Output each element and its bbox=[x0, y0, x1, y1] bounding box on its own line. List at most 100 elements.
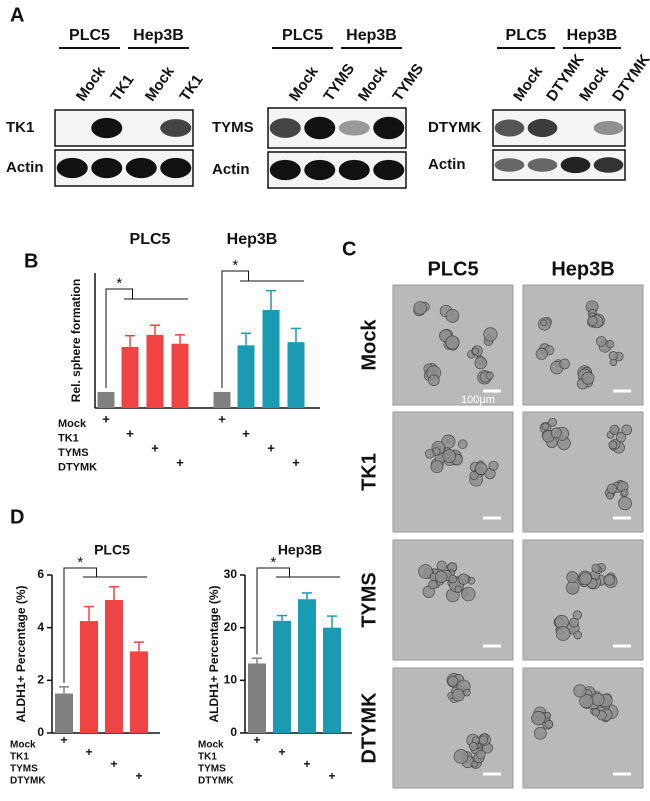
blot-row-label: DTYMK bbox=[428, 119, 481, 136]
condition-marker: + bbox=[151, 440, 159, 455]
blot-band bbox=[593, 120, 624, 136]
cell bbox=[453, 749, 469, 764]
micrograph bbox=[522, 539, 644, 661]
cell bbox=[468, 741, 478, 751]
cell bbox=[471, 347, 479, 355]
row-label: Mock bbox=[358, 319, 380, 371]
bar bbox=[237, 345, 255, 408]
bar bbox=[55, 693, 73, 733]
blot-band bbox=[373, 159, 405, 181]
panel-label: B bbox=[24, 250, 38, 272]
blot-band bbox=[269, 159, 301, 181]
lane-label: TYMS bbox=[389, 61, 427, 105]
cell bbox=[615, 431, 627, 443]
cell bbox=[603, 574, 616, 586]
bar bbox=[213, 391, 231, 408]
cell bbox=[565, 581, 580, 595]
blot-band bbox=[91, 117, 123, 139]
row-label: TYMS bbox=[358, 572, 380, 628]
cell bbox=[573, 684, 587, 698]
blot-band bbox=[338, 159, 370, 181]
cell bbox=[474, 462, 488, 475]
blot-band bbox=[373, 116, 405, 140]
significance-bracket bbox=[105, 288, 188, 388]
cell bbox=[445, 335, 460, 350]
cell bbox=[435, 570, 448, 584]
group-title: PLC5 bbox=[130, 231, 171, 248]
cell bbox=[428, 374, 440, 387]
cell bbox=[581, 371, 595, 385]
chart-title: PLC5 bbox=[94, 542, 130, 558]
blot-band bbox=[527, 158, 558, 172]
condition-marker: + bbox=[218, 411, 226, 426]
group-title: Hep3B bbox=[227, 231, 278, 248]
row-label: TK1 bbox=[358, 453, 380, 491]
cell bbox=[428, 579, 438, 590]
cell-line-label: Hep3B bbox=[346, 27, 397, 44]
bar bbox=[287, 342, 305, 408]
cell bbox=[531, 710, 546, 726]
cell bbox=[608, 351, 618, 361]
lane-label: Mock bbox=[73, 63, 109, 105]
cell bbox=[550, 427, 562, 439]
cell bbox=[442, 449, 457, 463]
bar bbox=[171, 343, 189, 408]
significance-mark: * bbox=[116, 275, 122, 292]
y-tick-label: 2 bbox=[37, 673, 44, 687]
y-tick-label: 30 bbox=[224, 567, 238, 581]
cell-line-label: PLC5 bbox=[282, 27, 323, 44]
cell bbox=[476, 749, 486, 760]
cell bbox=[591, 692, 605, 707]
cell bbox=[541, 422, 550, 431]
condition-marker: + bbox=[278, 745, 285, 759]
condition-label: DTYMK bbox=[58, 461, 97, 473]
y-tick-label: 0 bbox=[230, 725, 237, 739]
blot-band bbox=[338, 120, 370, 136]
condition-label: TK1 bbox=[198, 752, 217, 763]
blot-band bbox=[593, 157, 624, 173]
cell bbox=[535, 347, 548, 360]
significance-mark: * bbox=[232, 257, 238, 274]
bar bbox=[298, 599, 316, 733]
y-tick-label: 20 bbox=[224, 620, 238, 634]
cell-line-label: PLC5 bbox=[69, 27, 110, 44]
cell bbox=[596, 336, 607, 347]
blot-row-label: Actin bbox=[212, 161, 250, 178]
cell-line-label: PLC5 bbox=[506, 27, 547, 44]
y-axis-label: ALDH1+ Percentage (%) bbox=[207, 585, 221, 722]
cell bbox=[621, 424, 633, 436]
cell bbox=[483, 327, 498, 342]
cell bbox=[457, 573, 470, 585]
cell bbox=[469, 470, 479, 480]
cell bbox=[618, 496, 632, 511]
panel-label: D bbox=[10, 506, 24, 528]
bar bbox=[97, 391, 115, 408]
cell bbox=[447, 675, 459, 687]
significance-bracket bbox=[221, 270, 304, 388]
condition-label: TK1 bbox=[10, 752, 29, 763]
y-tick-label: 10 bbox=[224, 673, 238, 687]
lane-label: Mock bbox=[142, 63, 178, 105]
cell bbox=[445, 309, 460, 323]
lane-label: Mock bbox=[355, 63, 391, 105]
cell bbox=[430, 460, 444, 474]
panel-label: A bbox=[10, 4, 24, 26]
lane-label: TK1 bbox=[176, 72, 206, 105]
lane-label: Mock bbox=[510, 63, 546, 105]
cell bbox=[559, 358, 571, 370]
cell bbox=[451, 688, 465, 702]
cell-line-label: Hep3B bbox=[133, 27, 184, 44]
blot-band bbox=[269, 118, 301, 138]
bar bbox=[248, 663, 266, 733]
cell bbox=[578, 572, 593, 586]
cell-line-label: Hep3B bbox=[567, 27, 618, 44]
bar bbox=[130, 651, 148, 733]
cell bbox=[609, 424, 620, 435]
condition-label: Mock bbox=[58, 418, 87, 430]
significance-mark: * bbox=[77, 554, 83, 571]
cell bbox=[566, 571, 579, 584]
condition-label: DTYMK bbox=[10, 776, 46, 787]
cell bbox=[474, 356, 488, 370]
column-label: Hep3B bbox=[551, 258, 614, 280]
blot-row-label: Actin bbox=[6, 159, 44, 176]
